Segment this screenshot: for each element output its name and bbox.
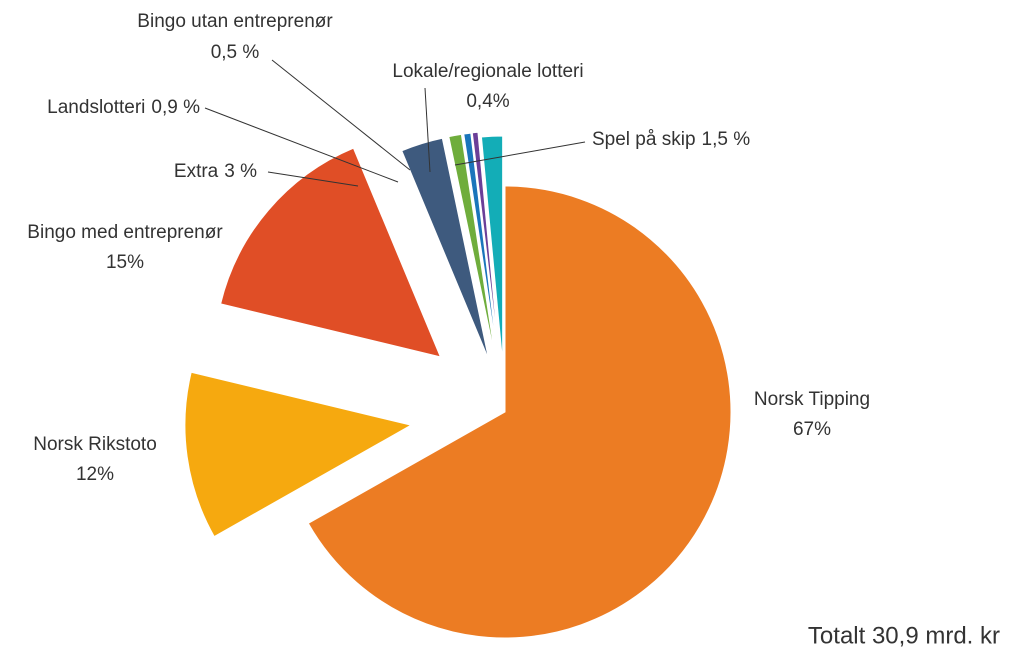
slice-label: Lokale/regionale lotteri <box>392 61 583 82</box>
pie-slice <box>401 137 490 360</box>
leader-line <box>424 87 431 173</box>
pie-slice <box>220 147 442 358</box>
slice-value-label: 15% <box>106 252 144 273</box>
slice-label-line: Extra 3 % <box>174 161 257 182</box>
pie-slice <box>307 185 732 639</box>
leader-line <box>454 141 586 166</box>
slice-value-label: 0,5 % <box>211 42 260 63</box>
slice-label: Extra <box>174 161 219 182</box>
slice-label: Bingo utan entreprenør <box>137 11 333 32</box>
total-annotation: Totalt 30,9 mrd. kr <box>808 622 1000 649</box>
slice-value-label: 0,4% <box>466 91 509 112</box>
pie-slice <box>480 135 504 363</box>
slice-label: Spel på skip <box>592 129 696 150</box>
slice-label: Bingo med entreprenør <box>27 222 223 243</box>
pie-slice <box>184 371 413 538</box>
leader-line <box>204 107 399 183</box>
slice-label: Norsk Rikstoto <box>33 434 157 455</box>
pie-slice <box>471 131 500 358</box>
leader-line <box>271 59 411 171</box>
slice-value-label: 0,9 % <box>151 97 200 118</box>
slice-label-line: Landslotteri 0,9 % <box>47 97 200 118</box>
pie-slice <box>448 133 496 358</box>
slice-value-label: 3 % <box>224 161 257 182</box>
slice-label: Landslotteri <box>47 97 145 118</box>
slice-value-label: 67% <box>793 419 831 440</box>
slice-label-line: Spel på skip 1,5 % <box>592 129 750 150</box>
leader-line <box>267 171 359 187</box>
pie-slice <box>463 132 499 358</box>
slice-label: Norsk Tipping <box>754 389 870 410</box>
slice-value-label: 1,5 % <box>702 129 751 150</box>
slice-value-label: 12% <box>76 464 114 485</box>
